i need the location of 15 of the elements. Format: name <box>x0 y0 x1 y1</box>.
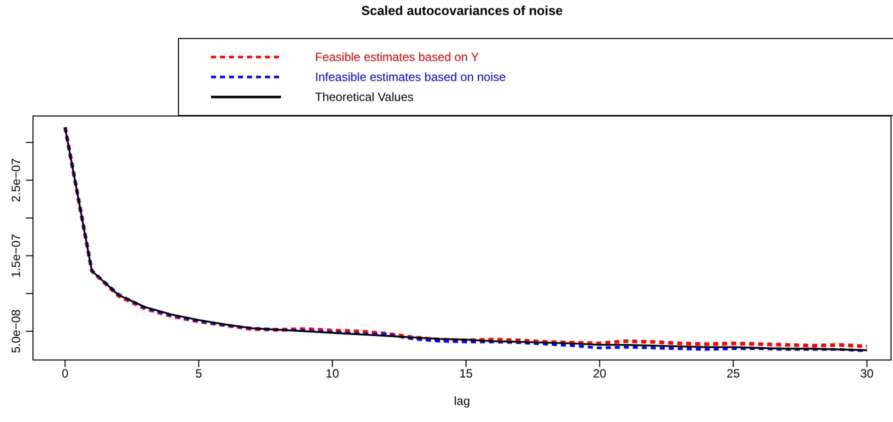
text: Theoretical Values <box>315 90 414 104</box>
text: Infeasible estimates based on noise <box>315 70 506 84</box>
x-tick-label: 30 <box>860 366 874 381</box>
y-tick-label: 1.5e−07 <box>9 234 23 278</box>
x-tick-label: 25 <box>726 366 740 381</box>
chart-title: Scaled autocovariances of noise <box>360 3 564 18</box>
y-tick-label: 2.5e−07 <box>9 158 23 202</box>
x-tick-label: 5 <box>195 366 202 381</box>
x-tick-label: 15 <box>459 366 474 381</box>
y-tick-label: 5.0e−08 <box>9 309 23 354</box>
text: Feasible estimates based on Y <box>315 50 479 64</box>
x-axis-title: lag <box>454 394 470 408</box>
x-tick-label: 0 <box>62 366 69 381</box>
x-tick-label: 10 <box>326 366 340 381</box>
x-tick-label: 20 <box>592 366 607 381</box>
